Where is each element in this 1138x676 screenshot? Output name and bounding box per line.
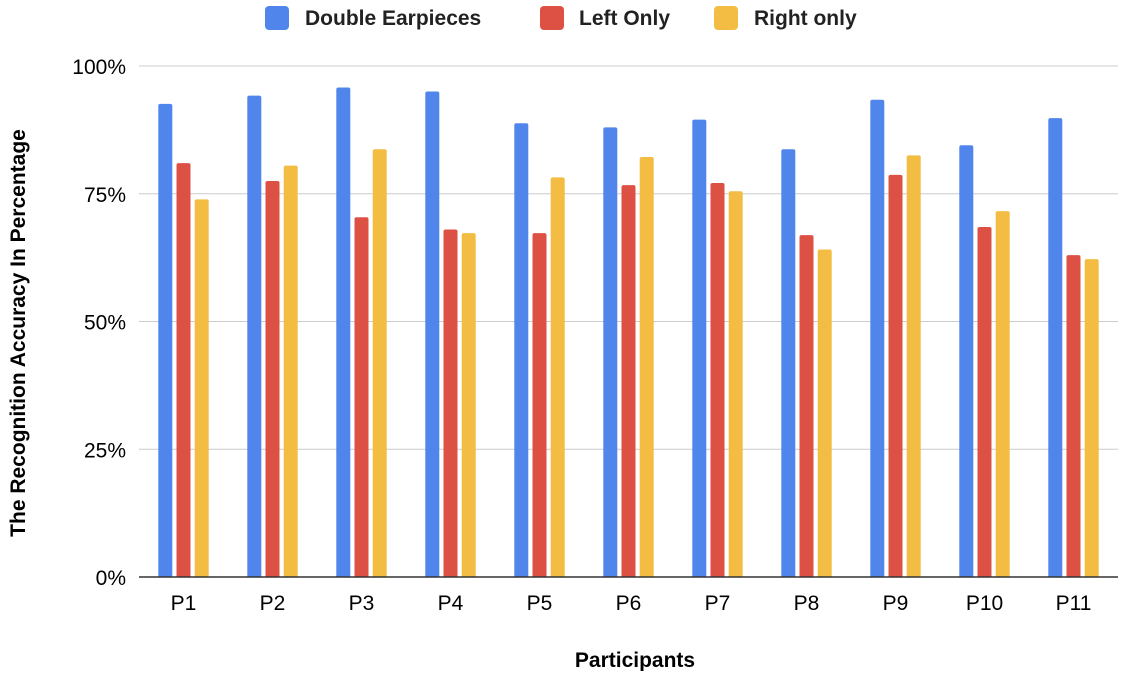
legend-swatch [540, 6, 564, 30]
x-tick-label: P1 [171, 592, 197, 615]
bar-double-earpieces-p4 [425, 91, 440, 578]
bars [158, 87, 1099, 578]
y-tick-label: 0% [96, 567, 126, 590]
bar-left-only-p5 [532, 233, 547, 578]
bar-left-only-p3 [354, 217, 369, 578]
bar-right-only-p11 [1084, 259, 1099, 577]
bar-left-only-p10 [977, 226, 992, 577]
bar-right-only-p9 [906, 155, 921, 578]
bar-double-earpieces-p8 [781, 149, 796, 577]
bar-right-only-p1 [194, 199, 209, 577]
legend-label: Right only [754, 7, 857, 30]
x-tick-label: P8 [794, 592, 820, 615]
bar-double-earpieces-p2 [247, 95, 262, 577]
bar-left-only-p7 [710, 183, 725, 578]
bar-right-only-p10 [995, 211, 1010, 577]
bar-left-only-p8 [799, 235, 814, 578]
legend-label: Left Only [579, 7, 670, 30]
x-tick-label: P6 [616, 592, 642, 615]
bar-left-only-p9 [888, 174, 903, 577]
y-tick-label: 25% [84, 439, 126, 462]
y-tick-label: 75% [84, 184, 126, 207]
bar-right-only-p6 [639, 156, 654, 577]
x-tick-label: P9 [883, 592, 909, 615]
y-tick-label: 100% [72, 56, 126, 79]
y-axis-title: The Recognition Accuracy In Percentage [7, 129, 30, 537]
bar-right-only-p4 [461, 233, 476, 578]
bar-left-only-p2 [265, 180, 280, 577]
legend-swatch [714, 6, 738, 30]
bar-double-earpieces-p7 [692, 119, 707, 577]
bar-double-earpieces-p10 [959, 145, 974, 577]
bar-left-only-p4 [443, 229, 458, 577]
bar-double-earpieces-p3 [336, 87, 351, 577]
x-tick-label: P2 [260, 592, 286, 615]
bar-right-only-p3 [372, 149, 387, 577]
x-axis-ticks: P1 P2 P3 P4 P5 P6 P7 P8 P9 P10 P11 [171, 592, 1092, 615]
y-axis-ticks: 0% 25% 50% 75% 100% [72, 56, 126, 590]
bar-double-earpieces-p6 [603, 127, 618, 577]
x-tick-label: P7 [705, 592, 731, 615]
bar-double-earpieces-p9 [870, 99, 885, 577]
bar-left-only-p1 [176, 163, 191, 577]
bar-right-only-p2 [283, 165, 298, 577]
bar-double-earpieces-p11 [1048, 118, 1063, 577]
x-tick-label: P3 [349, 592, 375, 615]
x-tick-label: P11 [1056, 592, 1092, 615]
bar-right-only-p7 [728, 191, 743, 577]
bar-double-earpieces-p5 [514, 123, 529, 578]
bar-double-earpieces-p1 [158, 103, 173, 578]
x-axis-title: Participants [575, 649, 695, 671]
bar-left-only-p6 [621, 185, 636, 578]
x-tick-label: P10 [966, 592, 1003, 615]
legend: Double Earpieces Left Only Right only [265, 6, 857, 30]
y-tick-label: 50% [84, 312, 126, 335]
x-tick-label: P5 [527, 592, 553, 615]
legend-swatch [265, 6, 289, 30]
bar-right-only-p5 [550, 177, 565, 577]
bar-right-only-p8 [817, 249, 832, 577]
x-tick-label: P4 [438, 592, 464, 615]
legend-label: Double Earpieces [305, 7, 481, 30]
bar-left-only-p11 [1066, 255, 1081, 577]
